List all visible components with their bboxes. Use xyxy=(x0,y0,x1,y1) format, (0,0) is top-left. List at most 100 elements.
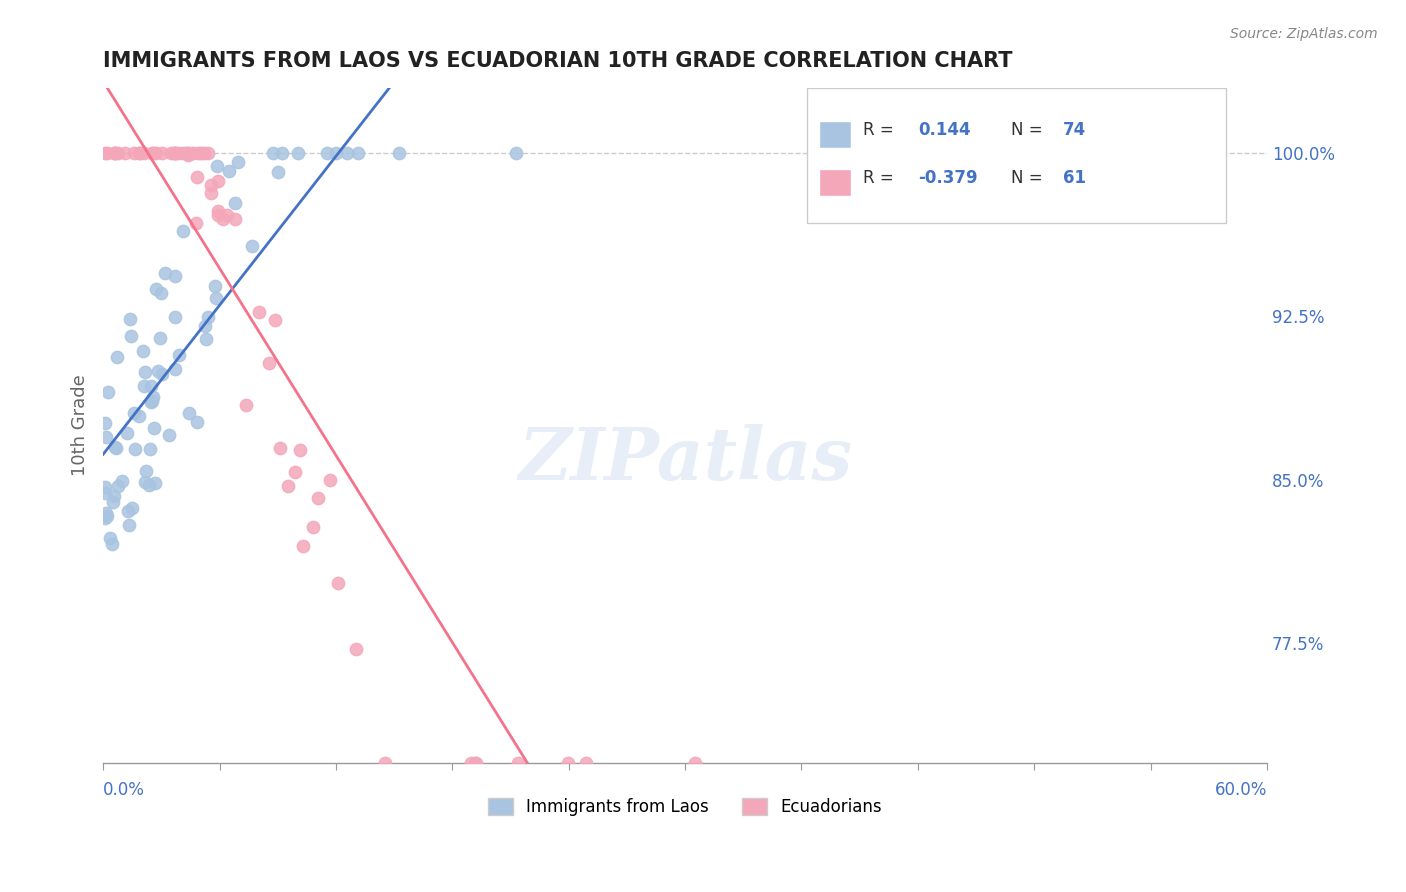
Point xyxy=(186,216,208,230)
Text: ZIPatlas: ZIPatlas xyxy=(517,424,852,494)
Point xyxy=(259,356,281,370)
Point xyxy=(139,395,162,409)
Point xyxy=(103,441,125,455)
Point xyxy=(107,479,129,493)
Point xyxy=(224,211,246,226)
Point xyxy=(122,145,145,160)
Point xyxy=(150,367,173,381)
Point xyxy=(165,310,187,324)
Point xyxy=(215,208,238,222)
Point xyxy=(94,485,117,500)
Point xyxy=(290,442,312,457)
Point xyxy=(235,398,257,412)
Point xyxy=(94,430,117,444)
Point xyxy=(326,575,349,590)
Point xyxy=(142,145,165,160)
Point xyxy=(319,473,342,487)
Point xyxy=(200,178,222,193)
Point xyxy=(94,506,117,520)
Text: R =: R = xyxy=(863,121,898,139)
Point xyxy=(344,641,367,656)
Point xyxy=(121,500,143,515)
Point xyxy=(104,145,127,160)
Point xyxy=(101,536,124,550)
Text: 0.144: 0.144 xyxy=(918,121,970,139)
Point xyxy=(277,478,299,492)
Point xyxy=(187,145,209,160)
FancyBboxPatch shape xyxy=(818,169,852,195)
Point xyxy=(157,428,180,442)
Point xyxy=(224,196,246,211)
Point xyxy=(96,384,118,399)
Point xyxy=(141,394,163,409)
Legend: Immigrants from Laos, Ecuadorians: Immigrants from Laos, Ecuadorians xyxy=(481,791,889,822)
Point xyxy=(96,508,118,523)
Point xyxy=(505,145,527,160)
Text: -0.379: -0.379 xyxy=(918,169,977,186)
Point xyxy=(114,145,136,160)
Point xyxy=(138,477,160,491)
Point xyxy=(128,409,150,423)
Text: IMMIGRANTS FROM LAOS VS ECUADORIAN 10TH GRADE CORRELATION CHART: IMMIGRANTS FROM LAOS VS ECUADORIAN 10TH … xyxy=(103,51,1012,70)
FancyBboxPatch shape xyxy=(807,87,1226,223)
Point xyxy=(218,163,240,178)
Point xyxy=(194,332,217,346)
Point xyxy=(150,145,173,160)
Point xyxy=(96,145,118,160)
Point xyxy=(207,208,229,222)
Point xyxy=(263,313,285,327)
Point xyxy=(204,279,226,293)
FancyBboxPatch shape xyxy=(818,121,852,148)
Point xyxy=(271,145,294,160)
Point xyxy=(200,186,222,200)
Point xyxy=(94,511,117,525)
Point xyxy=(129,145,152,160)
Point xyxy=(98,531,121,545)
Point xyxy=(143,476,166,491)
Point xyxy=(141,145,163,160)
Point xyxy=(165,145,187,160)
Point xyxy=(134,365,156,379)
Point xyxy=(194,318,217,333)
Point xyxy=(94,416,117,430)
Point xyxy=(557,756,579,771)
Point xyxy=(197,145,219,160)
Point xyxy=(155,266,177,280)
Point xyxy=(170,145,193,160)
Point xyxy=(174,145,197,160)
Point xyxy=(336,145,359,160)
Point xyxy=(316,145,339,160)
Point xyxy=(128,145,150,160)
Point xyxy=(325,145,347,160)
Point xyxy=(228,155,250,169)
Y-axis label: 10th Grade: 10th Grade xyxy=(72,375,89,476)
Point xyxy=(103,145,125,160)
Text: 0.0%: 0.0% xyxy=(103,780,145,798)
Point xyxy=(301,520,323,534)
Point xyxy=(177,147,200,161)
Point xyxy=(291,539,314,553)
Point xyxy=(149,286,172,301)
Point xyxy=(347,145,370,160)
Point xyxy=(111,474,134,488)
Point xyxy=(145,282,167,296)
Point xyxy=(115,426,138,441)
Point xyxy=(460,756,482,771)
Point xyxy=(124,442,146,456)
Point xyxy=(120,329,142,343)
Point xyxy=(163,145,186,160)
Point xyxy=(145,145,167,160)
Point xyxy=(179,406,201,420)
Point xyxy=(186,415,208,429)
Point xyxy=(105,441,128,455)
Point xyxy=(107,145,129,160)
Point xyxy=(159,145,181,160)
Point xyxy=(142,390,165,404)
Text: N =: N = xyxy=(1011,121,1047,139)
Text: 60.0%: 60.0% xyxy=(1215,780,1267,798)
Point xyxy=(167,348,190,362)
Point xyxy=(388,145,411,160)
Point xyxy=(104,145,127,160)
Point xyxy=(103,489,125,503)
Point xyxy=(138,442,160,457)
